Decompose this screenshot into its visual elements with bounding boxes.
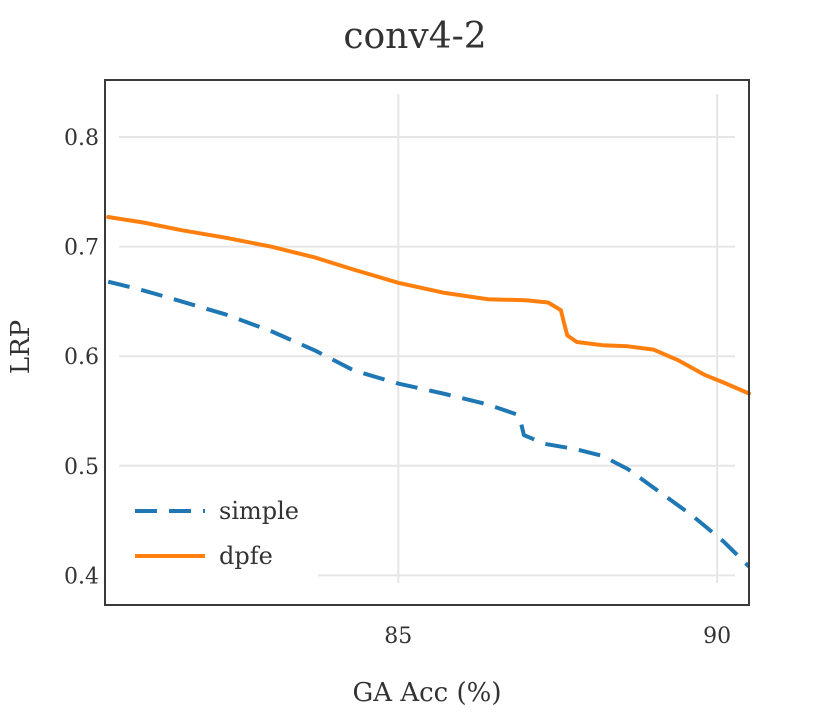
y-tick-label: 0.6 — [64, 345, 99, 370]
legend: simple dpfe — [118, 480, 318, 580]
x-tick-label: 90 — [703, 624, 731, 649]
chart-title: conv4-2 — [343, 16, 486, 57]
y-axis-label: LRP — [6, 320, 36, 374]
y-tick-label: 0.7 — [64, 236, 99, 261]
series-line-dpfe — [106, 215, 751, 396]
legend-background — [118, 480, 318, 580]
legend-label-simple: simple — [219, 497, 299, 525]
axis-ticks: 85 90 0.4 0.5 0.6 0.7 0.8 — [64, 126, 731, 649]
plot-series — [106, 215, 751, 569]
y-tick-label: 0.8 — [64, 126, 99, 151]
x-axis-label: GA Acc (%) — [353, 678, 502, 708]
legend-label-dpfe: dpfe — [219, 542, 273, 570]
y-tick-label: 0.5 — [64, 455, 99, 480]
x-tick-label: 85 — [384, 624, 412, 649]
series-line-simple — [107, 279, 751, 569]
y-tick-label: 0.4 — [64, 564, 99, 589]
plot-frame — [104, 79, 750, 606]
